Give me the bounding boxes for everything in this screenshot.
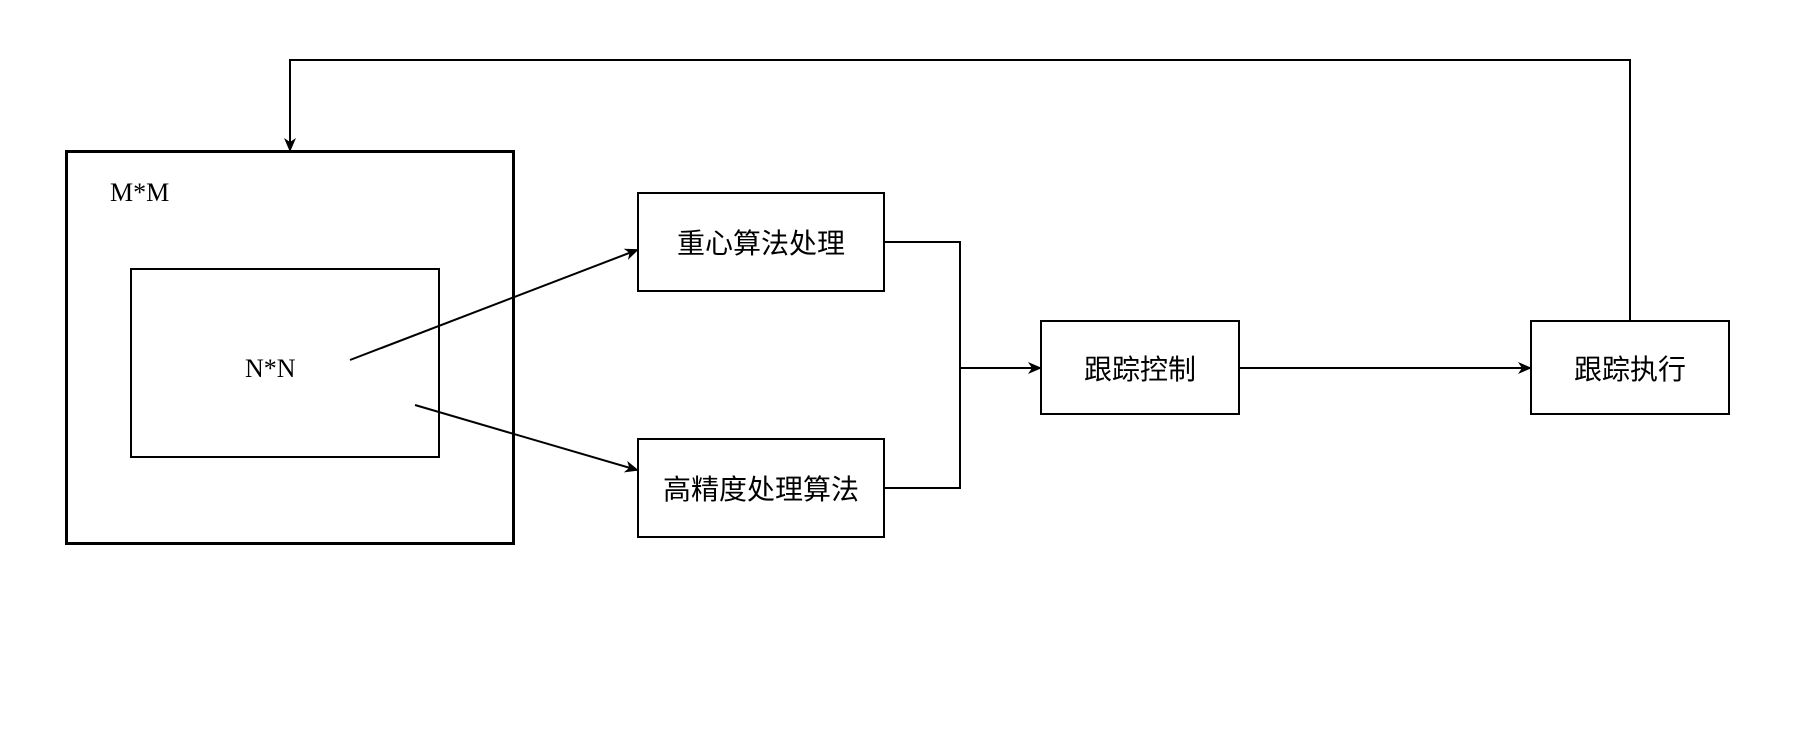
inner-box-label: N*N [245, 354, 296, 384]
precision-label: 高精度处理算法 [663, 468, 859, 508]
precision-box: 高精度处理算法 [637, 438, 885, 538]
track-exec-label: 跟踪执行 [1574, 348, 1686, 388]
centroid-box: 重心算法处理 [637, 192, 885, 292]
track-control-box: 跟踪控制 [1040, 320, 1240, 415]
centroid-label: 重心算法处理 [677, 222, 845, 262]
track-exec-box: 跟踪执行 [1530, 320, 1730, 415]
outer-box-label: M*M [110, 178, 169, 208]
track-control-label: 跟踪控制 [1084, 348, 1196, 388]
